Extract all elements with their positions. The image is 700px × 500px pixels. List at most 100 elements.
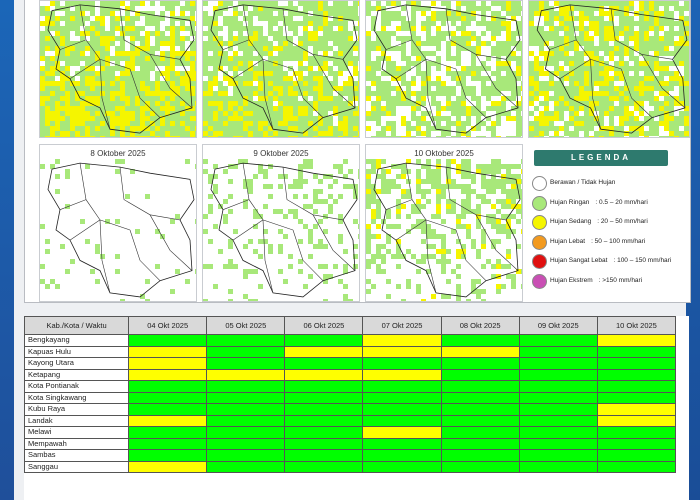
rainfall-cell <box>406 66 411 71</box>
rainfall-cell <box>348 184 353 189</box>
rainfall-cell <box>416 189 421 194</box>
rainfall-cell <box>155 91 160 96</box>
rainfall-cell <box>85 106 90 111</box>
rainfall-cell <box>283 91 288 96</box>
rainfall-cell <box>406 36 411 41</box>
rainfall-cell <box>649 1 654 6</box>
rainfall-cell <box>218 204 223 209</box>
rainfall-cell <box>569 71 574 76</box>
rainfall-cell <box>130 126 135 131</box>
rainfall-cell <box>45 31 50 36</box>
rainfall-cell <box>511 106 516 111</box>
rainfall-cell <box>501 199 506 204</box>
rainfall-cell <box>416 96 421 101</box>
rainfall-cell <box>243 71 248 76</box>
rainfall-cell <box>511 91 516 96</box>
rainfall-cell <box>45 249 50 254</box>
rainfall-cell <box>100 26 105 31</box>
rainfall-cell <box>353 111 358 116</box>
rainfall-cell <box>195 51 196 56</box>
rainfall-cell <box>353 96 358 101</box>
table-row: Sanggau <box>23 460 677 473</box>
rainfall-cell <box>343 184 348 189</box>
rainfall-cell <box>130 21 135 26</box>
rainfall-cell <box>521 199 522 204</box>
rainfall-cell <box>338 214 343 219</box>
rainfall-cell <box>140 96 145 101</box>
rainfall-cell <box>599 46 604 51</box>
rainfall-cell <box>105 31 110 36</box>
rainfall-cell <box>534 71 539 76</box>
rainfall-cell <box>421 26 426 31</box>
rainfall-cell <box>421 254 426 259</box>
rainfall-cell <box>263 96 268 101</box>
rainfall-cell <box>313 76 318 81</box>
rainfall-cell <box>238 46 243 51</box>
rainfall-cell <box>411 51 416 56</box>
rainfall-cell <box>534 6 539 11</box>
rainfall-cell <box>554 51 559 56</box>
rainfall-cell <box>544 101 549 106</box>
rainfall-cell <box>150 91 155 96</box>
rainfall-cell <box>376 254 381 259</box>
rainfall-cell <box>579 1 584 6</box>
rainfall-cell <box>511 214 516 219</box>
rainfall-cell <box>65 81 70 86</box>
rainfall-cell <box>471 289 476 294</box>
rainfall-cell <box>456 36 461 41</box>
rainfall-cell <box>604 131 609 136</box>
rainfall-cell <box>45 126 50 131</box>
rainfall-cell <box>263 204 268 209</box>
rainfall-cell <box>258 136 263 137</box>
rainfall-cell <box>529 26 534 31</box>
rainfall-cell <box>609 56 614 61</box>
rainfall-cell <box>165 51 170 56</box>
rainfall-cell <box>421 299 426 301</box>
rainfall-cell <box>491 264 496 269</box>
rainfall-cell <box>318 91 323 96</box>
rainfall-cell <box>549 96 554 101</box>
rainfall-cell <box>258 1 263 6</box>
rainfall-cell <box>496 224 501 229</box>
rainfall-cell <box>481 244 486 249</box>
rainfall-cell <box>441 239 446 244</box>
rainfall-cell <box>401 21 406 26</box>
rainfall-cell <box>273 126 278 131</box>
rainfall-cell <box>105 51 110 56</box>
forecast-cell <box>362 414 442 427</box>
forecast-cell <box>206 368 286 381</box>
rainfall-cell <box>160 16 165 21</box>
legend-range: : 20 – 50 mm/hari <box>597 218 648 225</box>
rainfall-cell <box>456 106 461 111</box>
rainfall-cell <box>238 81 243 86</box>
rainfall-cell <box>70 76 75 81</box>
rainfall-cell <box>491 91 496 96</box>
rainfall-cell <box>105 111 110 116</box>
rainfall-cell <box>559 96 564 101</box>
rainfall-cell <box>649 101 654 106</box>
rainfall-cell <box>371 136 376 137</box>
legend-swatch <box>532 273 547 289</box>
rainfall-cell <box>554 106 559 111</box>
forecast-cell <box>440 414 520 427</box>
rainfall-cell <box>155 86 160 91</box>
rainfall-cell <box>223 169 228 174</box>
rainfall-cell <box>461 204 466 209</box>
rainfall-cell <box>644 46 649 51</box>
rainfall-cell <box>644 26 649 31</box>
rainfall-cell <box>574 46 579 51</box>
rainfall-cell <box>446 1 451 6</box>
rainfall-cell <box>278 81 283 86</box>
rainfall-cell <box>90 116 95 121</box>
rainfall-cell <box>278 46 283 51</box>
rainfall-cell <box>273 46 278 51</box>
rainfall-cell <box>426 121 431 126</box>
rainfall-cell <box>45 116 50 121</box>
rainfall-cell <box>436 159 441 164</box>
rainfall-cell <box>564 76 569 81</box>
rainfall-cell <box>203 169 208 174</box>
rainfall-cell <box>574 101 579 106</box>
rainfall-map-svg <box>203 159 359 301</box>
legend-label: Berawan / Tidak Hujan <box>550 179 621 186</box>
rainfall-cell <box>293 116 298 121</box>
